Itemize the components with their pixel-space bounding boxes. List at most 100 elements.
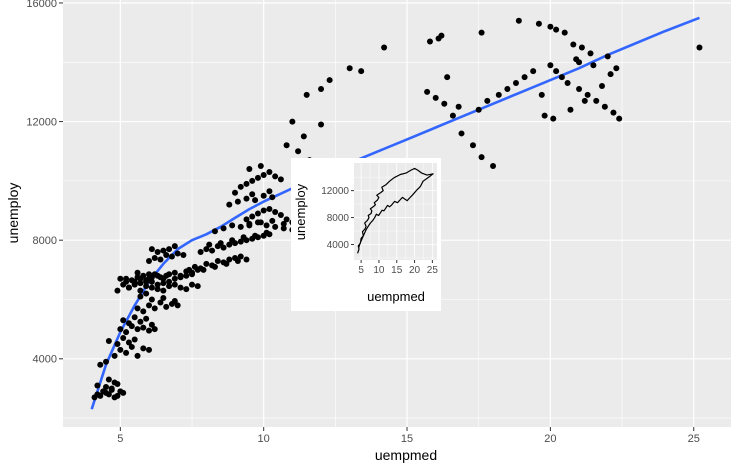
data-point [587, 50, 594, 57]
x-tick-label: 15 [401, 433, 413, 445]
data-point [111, 379, 118, 386]
data-point [318, 121, 325, 128]
data-point [123, 349, 130, 356]
data-point [105, 338, 112, 345]
data-point [272, 223, 279, 230]
data-point [114, 340, 121, 347]
data-point [581, 97, 588, 104]
data-point [254, 174, 261, 181]
data-point [177, 274, 184, 281]
data-point [214, 257, 221, 264]
data-point [441, 100, 448, 107]
data-point [203, 246, 210, 253]
watermark: https://blog.csdn.net/Gage_0209 [539, 449, 727, 464]
data-point [103, 383, 110, 390]
data-point [616, 115, 623, 122]
x-tick-label: 15 [391, 265, 403, 276]
data-point [157, 299, 164, 306]
data-point [223, 260, 230, 267]
data-point [146, 302, 153, 309]
x-tick-label: 25 [427, 265, 439, 276]
x-tick-label: 25 [688, 433, 700, 445]
inset-x-axis-ticks: 5 10 15 20 25 [358, 260, 438, 276]
data-point [226, 201, 233, 208]
data-point [117, 275, 124, 282]
data-point [254, 210, 261, 217]
data-point [381, 44, 388, 51]
data-point [97, 361, 104, 368]
data-point [495, 91, 502, 98]
data-point [269, 194, 276, 201]
data-point [189, 281, 196, 288]
data-point [558, 74, 565, 81]
data-point [550, 115, 557, 122]
data-point [598, 82, 605, 89]
data-point [123, 329, 130, 336]
data-point [246, 220, 253, 227]
data-point [211, 228, 218, 235]
data-point [191, 263, 198, 270]
data-point [260, 171, 267, 178]
data-point [469, 142, 476, 149]
data-point [220, 244, 227, 251]
x-axis-ticks: 5 10 15 20 25 [117, 427, 700, 445]
data-point [157, 256, 164, 263]
data-point [538, 91, 545, 98]
data-point [125, 339, 132, 346]
data-point [117, 346, 124, 353]
y-tick-label: 8000 [33, 235, 57, 247]
inset-panel-background [354, 163, 437, 260]
data-point [269, 217, 276, 224]
data-point [134, 326, 141, 333]
data-point [220, 225, 227, 232]
data-point [610, 109, 617, 116]
data-point [547, 62, 554, 69]
data-point [535, 20, 542, 27]
data-point [490, 163, 497, 170]
data-point [277, 176, 284, 183]
y-tick-label: 8000 [327, 213, 350, 224]
data-point [561, 29, 568, 36]
data-point [137, 318, 144, 325]
data-point [234, 198, 241, 205]
data-point [601, 103, 608, 110]
data-point [613, 65, 620, 72]
data-point [151, 254, 158, 261]
data-point [283, 142, 290, 149]
data-point [105, 376, 112, 383]
y-tick-label: 4000 [327, 240, 350, 251]
inset-series-line [357, 167, 434, 254]
data-point [530, 68, 537, 75]
data-point [157, 274, 164, 281]
data-point [163, 303, 170, 310]
data-point [194, 283, 201, 290]
data-point [189, 269, 196, 276]
data-point [148, 321, 155, 328]
x-tick-label: 10 [258, 433, 270, 445]
data-point [696, 44, 703, 51]
data-point [146, 271, 153, 278]
data-point [266, 188, 273, 195]
data-point [151, 305, 158, 312]
data-point [541, 112, 548, 119]
data-point [478, 154, 485, 161]
data-point [249, 177, 256, 184]
data-point [125, 284, 132, 291]
data-point [140, 324, 147, 331]
data-point [564, 80, 571, 87]
inset-chart: 5 10 15 20 25 4000 8000 12000 uempmed unemploy [291, 158, 441, 311]
x-axis-title: uempmed [375, 447, 437, 463]
data-point [177, 284, 184, 291]
data-point [174, 250, 181, 257]
data-point [108, 385, 115, 392]
data-point [237, 238, 244, 245]
data-point [424, 88, 431, 95]
data-point [578, 44, 585, 51]
data-point [607, 71, 614, 78]
data-point [163, 272, 170, 279]
data-point [512, 80, 519, 87]
data-point [143, 290, 150, 297]
data-point [266, 168, 273, 175]
data-point [146, 257, 153, 264]
